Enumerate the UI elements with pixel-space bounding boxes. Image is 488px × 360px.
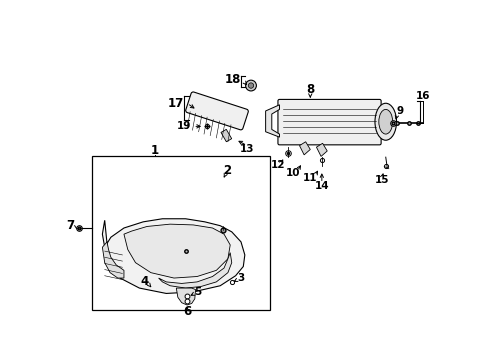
Text: 4: 4	[141, 275, 148, 288]
Polygon shape	[299, 142, 310, 155]
Polygon shape	[316, 143, 326, 156]
Text: 10: 10	[285, 167, 299, 177]
Polygon shape	[123, 224, 230, 278]
Text: 17: 17	[168, 97, 184, 110]
Text: 15: 15	[374, 175, 388, 185]
Polygon shape	[102, 242, 123, 278]
Polygon shape	[158, 253, 231, 288]
Polygon shape	[102, 219, 244, 293]
Text: 18: 18	[224, 73, 241, 86]
Text: 9: 9	[395, 106, 402, 116]
Text: 19: 19	[177, 121, 191, 131]
Text: 11: 11	[303, 173, 317, 183]
Ellipse shape	[378, 109, 392, 134]
Text: 13: 13	[240, 144, 254, 154]
Text: 2: 2	[223, 164, 231, 177]
FancyBboxPatch shape	[277, 99, 380, 145]
Ellipse shape	[374, 103, 396, 140]
Ellipse shape	[245, 80, 256, 91]
Polygon shape	[265, 105, 279, 137]
Text: 1: 1	[150, 144, 159, 157]
Text: 8: 8	[305, 83, 314, 96]
Text: 7: 7	[66, 219, 74, 232]
Text: 16: 16	[415, 91, 429, 100]
Ellipse shape	[248, 83, 253, 88]
Bar	[221, 129, 231, 142]
Polygon shape	[176, 288, 195, 305]
Text: 14: 14	[314, 181, 328, 191]
Bar	[91, 156, 270, 310]
Text: 5: 5	[194, 287, 201, 297]
Text: 12: 12	[270, 160, 285, 170]
Text: 3: 3	[237, 273, 244, 283]
Text: 6: 6	[183, 305, 191, 318]
FancyBboxPatch shape	[185, 92, 248, 130]
